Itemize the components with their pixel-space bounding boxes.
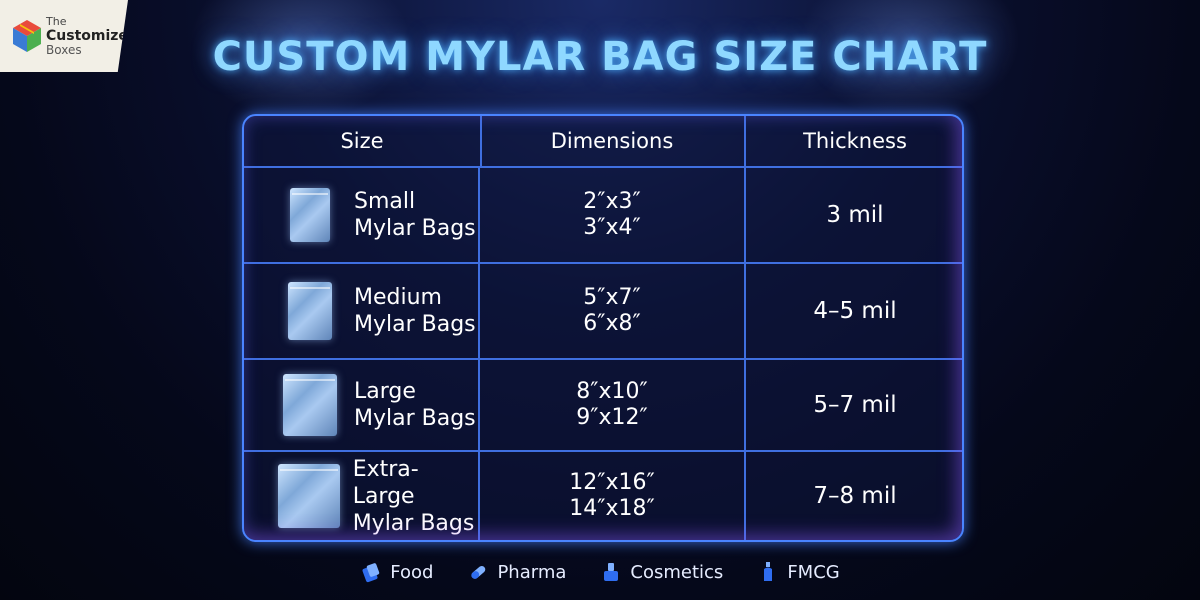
dimension-1: 5″x7″ [583,285,641,310]
thickness-cell: 5–7 mil [813,392,897,418]
size-cell: Medium Mylar Bags [244,264,480,358]
industry-list: Food Pharma Cosmetics FMCG [0,558,1200,586]
size-name: Extra-Large [352,456,419,509]
mylar-bag-icon [278,464,341,528]
industry-label: Pharma [497,561,567,583]
mylar-bag-icon [290,188,330,242]
industry-cosmetics: Cosmetics [600,561,723,583]
dimensions-cell: 8″x10″ 9″x12″ [480,360,746,450]
dimension-2: 14″x18″ [569,496,655,521]
industry-label: FMCG [787,561,840,583]
header-thickness: Thickness [803,129,907,153]
dimension-1: 12″x16″ [569,470,655,495]
table-row-small: Small Mylar Bags 2″x3″ 3″x4″ 3 mil [244,168,962,264]
size-name-suffix: Mylar Bags [354,216,476,241]
thickness-cell: 4–5 mil [813,298,897,324]
size-name: Medium [354,285,442,310]
header-size: Size [244,116,482,166]
dimensions-cell: 5″x7″ 6″x8″ [480,264,746,358]
table-row-large: Large Mylar Bags 8″x10″ 9″x12″ 5–7 mil [244,360,962,452]
size-name-suffix: Mylar Bags [354,312,476,337]
industry-label: Food [390,561,434,583]
dimensions-cell: 2″x3″ 3″x4″ [480,168,746,262]
logo-line-2: Customize [46,28,128,44]
cosmetics-icon [604,563,619,581]
company-logo: The Customize Boxes [0,0,128,72]
dimension-1: 2″x3″ [583,189,641,214]
page-title: CUSTOM MYLAR BAG SIZE CHART [212,34,988,80]
header-dimensions: Dimensions [480,116,746,166]
industry-fmcg: FMCG [757,561,840,583]
dimension-2: 3″x4″ [583,215,641,240]
logo-line-3: Boxes [46,43,82,57]
table-header-row: Size Dimensions Thickness [244,116,962,168]
food-icon [362,563,380,583]
size-cell: Extra-Large Mylar Bags [244,452,480,540]
thickness-cell: 3 mil [826,202,884,228]
industry-label: Cosmetics [630,561,724,583]
dimension-2: 9″x12″ [576,405,648,430]
size-name-suffix: Mylar Bags [354,406,476,431]
size-name: Small [354,189,416,214]
size-name: Large [354,379,416,404]
mylar-bag-icon [288,282,332,340]
logo-line-1: The [46,15,67,28]
dimension-1: 8″x10″ [576,379,648,404]
industry-food: Food [360,561,433,583]
size-cell: Large Mylar Bags [244,360,480,450]
mylar-bag-icon [283,374,337,436]
size-chart-table: Size Dimensions Thickness Small Mylar Bag… [242,114,964,542]
dimension-2: 6″x8″ [583,311,641,336]
table-row-medium: Medium Mylar Bags 5″x7″ 6″x8″ 4–5 mil [244,264,962,360]
thickness-cell: 7–8 mil [813,483,897,509]
bottle-icon [764,562,773,581]
dimensions-cell: 12″x16″ 14″x18″ [480,452,746,540]
industry-pharma: Pharma [467,561,566,583]
table-row-extra-large: Extra-Large Mylar Bags 12″x16″ 14″x18″ 7–8… [244,452,962,540]
cube-logo-icon [13,20,41,52]
pill-icon [471,565,486,579]
size-name-suffix: Mylar Bags [352,510,475,536]
size-cell: Small Mylar Bags [244,168,480,262]
